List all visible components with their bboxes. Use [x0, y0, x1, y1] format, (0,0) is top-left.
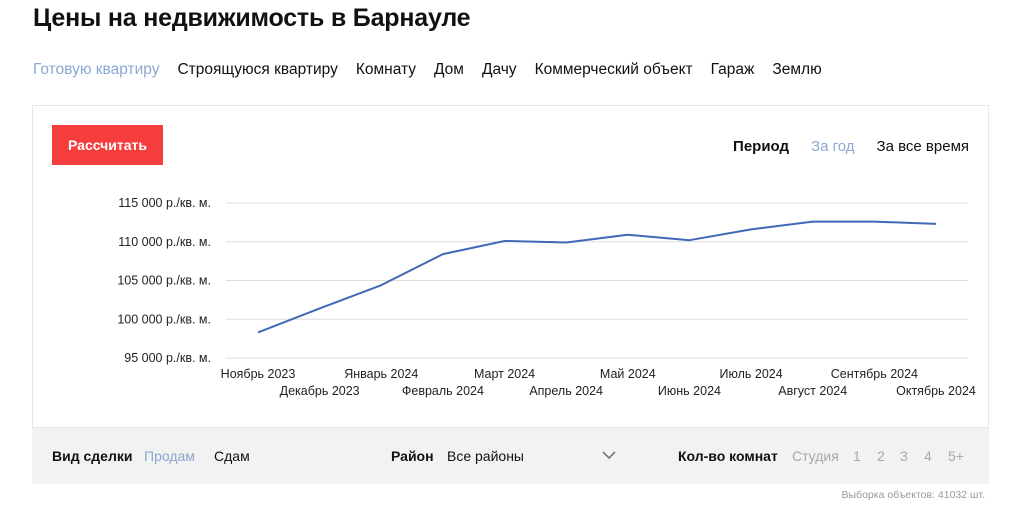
filter-bar: Вид сделки Продам Сдам Район Все районы …	[32, 428, 989, 484]
deal-option-rent[interactable]: Сдам	[214, 448, 250, 464]
data-point[interactable]	[439, 250, 447, 258]
y-tick-label: 115 000 р./кв. м.	[118, 196, 211, 210]
y-tick-label: 95 000 р./кв. м.	[124, 351, 211, 365]
data-point[interactable]	[501, 237, 509, 245]
x-tick-label: Март 2024	[474, 367, 535, 381]
y-tick-label: 110 000 р./кв. м.	[118, 235, 211, 249]
rooms-option-1[interactable]: 1	[853, 448, 861, 464]
x-tick-label: Май 2024	[600, 367, 656, 381]
data-point[interactable]	[870, 218, 878, 226]
data-point[interactable]	[624, 231, 632, 239]
rooms-option-2[interactable]: 2	[877, 448, 885, 464]
price-series-line	[257, 220, 937, 334]
deal-type-label: Вид сделки	[52, 448, 133, 464]
data-point[interactable]	[316, 304, 324, 312]
period-selector: Период За год За все время	[733, 138, 969, 155]
period-option-all-time[interactable]: За все время	[876, 138, 969, 155]
x-tick-label: Декабрь 2023	[280, 384, 360, 398]
tab-land[interactable]: Землю	[772, 61, 822, 78]
x-tick-label: Февраль 2024	[402, 384, 484, 398]
period-label: Период	[733, 138, 790, 155]
data-point[interactable]	[932, 220, 940, 228]
x-tick-label: Сентябрь 2024	[831, 367, 918, 381]
data-point[interactable]	[747, 225, 755, 233]
x-tick-label: Июль 2024	[720, 367, 783, 381]
x-tick-label: Апрель 2024	[529, 384, 603, 398]
tab-room[interactable]: Комнату	[355, 61, 416, 78]
data-point[interactable]	[377, 281, 385, 289]
tab-ready-apartment[interactable]: Готовую квартиру	[33, 61, 160, 78]
district-label: Район	[391, 448, 434, 464]
x-tick-label: Июнь 2024	[658, 384, 721, 398]
deal-option-sell[interactable]: Продам	[144, 448, 195, 464]
rooms-option-5plus[interactable]: 5+	[948, 448, 964, 464]
data-point[interactable]	[685, 236, 693, 244]
tab-new-build-apartment[interactable]: Строящуюся квартиру	[177, 61, 338, 78]
property-type-tabs: Готовую квартиру Строящуюся квартиру Ком…	[33, 61, 840, 79]
tab-house[interactable]: Дом	[434, 61, 464, 78]
tab-garage[interactable]: Гараж	[710, 61, 755, 78]
data-point[interactable]	[809, 218, 817, 226]
rooms-label: Кол-во комнат	[678, 448, 778, 464]
tab-dacha[interactable]: Дачу	[481, 61, 517, 78]
tab-commercial[interactable]: Коммерческий объект	[534, 61, 693, 78]
y-tick-label: 105 000 р./кв. м.	[117, 274, 211, 288]
chart-card	[32, 105, 989, 428]
sample-count-note: Выборка объектов: 41032 шт.	[841, 489, 986, 501]
y-tick-label: 100 000 р./кв. м.	[117, 312, 211, 326]
period-option-year[interactable]: За год	[811, 138, 855, 155]
data-point[interactable]	[254, 328, 262, 336]
page-title: Цены на недвижимость в Барнауле	[33, 4, 471, 32]
x-tick-label: Октябрь 2024	[896, 384, 976, 398]
x-tick-label: Январь 2024	[344, 367, 418, 381]
chevron-down-icon[interactable]	[601, 447, 617, 463]
rooms-option-studio[interactable]: Студия	[792, 448, 839, 464]
x-tick-label: Август 2024	[778, 384, 847, 398]
rooms-option-4[interactable]: 4	[924, 448, 932, 464]
rooms-option-3[interactable]: 3	[900, 448, 908, 464]
calculate-button[interactable]: Рассчитать	[52, 125, 163, 165]
data-point[interactable]	[562, 239, 570, 247]
x-tick-label: Ноябрь 2023	[221, 367, 296, 381]
district-select[interactable]: Все районы	[447, 448, 524, 464]
